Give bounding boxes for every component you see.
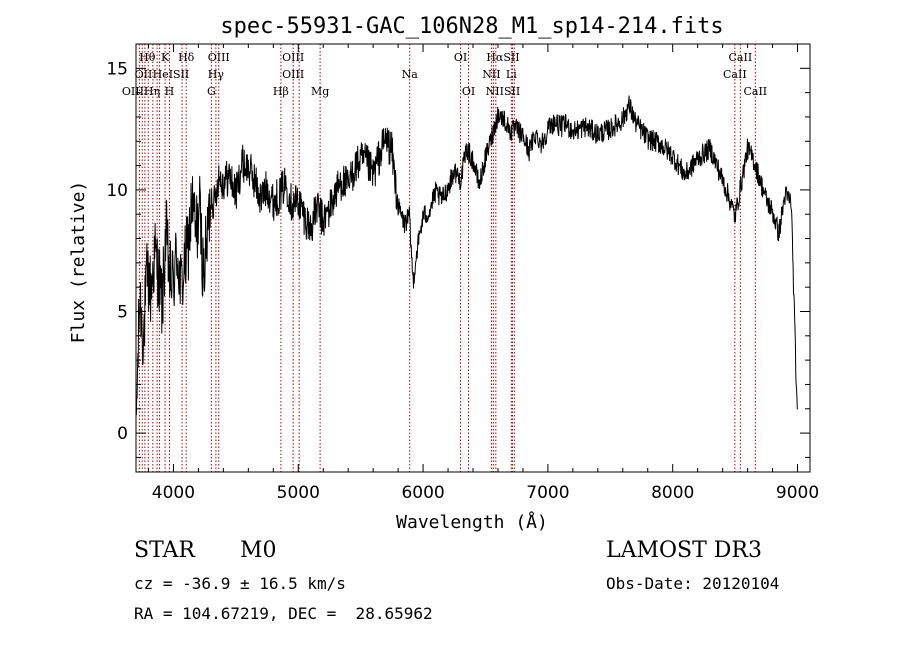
x-tick-label: 8000 xyxy=(651,483,694,503)
x-axis: 4000 5000 6000 7000 8000 9000 xyxy=(147,44,819,503)
spectral-line-markers xyxy=(138,44,756,472)
line-label: OIII xyxy=(282,51,304,64)
line-label: H xyxy=(165,85,175,98)
line-label: OI xyxy=(462,85,475,98)
line-label: CaII xyxy=(723,68,747,81)
line-label: CaII xyxy=(743,85,767,98)
spectrum-series xyxy=(135,95,798,416)
x-axis-label: Wavelength (Å) xyxy=(396,511,548,533)
spectrum-line xyxy=(135,95,798,416)
line-label: OII xyxy=(135,68,153,81)
redshift-cz: cz = -36.9 ± 16.5 km/s xyxy=(134,574,346,593)
x-tick-label: 6000 xyxy=(401,483,444,503)
x-tick-label: 7000 xyxy=(526,483,569,503)
line-label: Na xyxy=(402,68,419,81)
x-tick-label: 5000 xyxy=(277,483,320,503)
line-label: Hδ xyxy=(178,51,195,64)
y-tick-label: 0 xyxy=(117,424,128,444)
y-tick-label: 10 xyxy=(106,181,128,201)
y-axis: 0 5 10 15 xyxy=(106,43,810,458)
y-tick-label: 5 xyxy=(117,303,128,323)
spectral-line-labels: Hθ K Hδ OIII OIII OI HαSII CaII OII HeISII Hγ OIII N… xyxy=(122,51,767,98)
line-label: CaII xyxy=(729,51,753,64)
line-label: HαSII xyxy=(486,51,519,64)
chart-title: spec-55931-GAC_106N28_M1_sp14-214.fits xyxy=(220,14,723,39)
x-tick-label: 4000 xyxy=(152,483,195,503)
object-class: STAR xyxy=(134,538,195,563)
line-label: Hγ xyxy=(208,68,225,81)
line-label: NII xyxy=(482,68,500,81)
line-label: Hθ xyxy=(139,51,156,64)
line-label: OIII xyxy=(282,68,304,81)
line-label: OIII xyxy=(208,51,230,64)
object-subclass: M0 xyxy=(240,538,277,563)
line-label: OIIIHη xyxy=(122,85,160,98)
line-label: K xyxy=(161,51,170,64)
coordinates: RA = 104.67219, DEC = 28.65962 xyxy=(134,604,433,623)
line-label: NIISII xyxy=(486,85,521,98)
plot-frame xyxy=(135,43,811,473)
survey-name: LAMOST DR3 xyxy=(606,538,762,563)
line-label: OI xyxy=(454,51,467,64)
line-label: Hβ xyxy=(273,85,289,98)
line-label: G xyxy=(207,85,216,98)
observation-date: Obs-Date: 20120104 xyxy=(606,574,780,593)
line-label: Li xyxy=(506,68,517,81)
y-axis-label: Flux (relative) xyxy=(68,181,89,344)
line-label: Mg xyxy=(311,85,329,98)
line-label: HeISII xyxy=(153,68,190,81)
x-tick-label: 9000 xyxy=(776,483,819,503)
y-tick-label: 15 xyxy=(106,59,128,79)
